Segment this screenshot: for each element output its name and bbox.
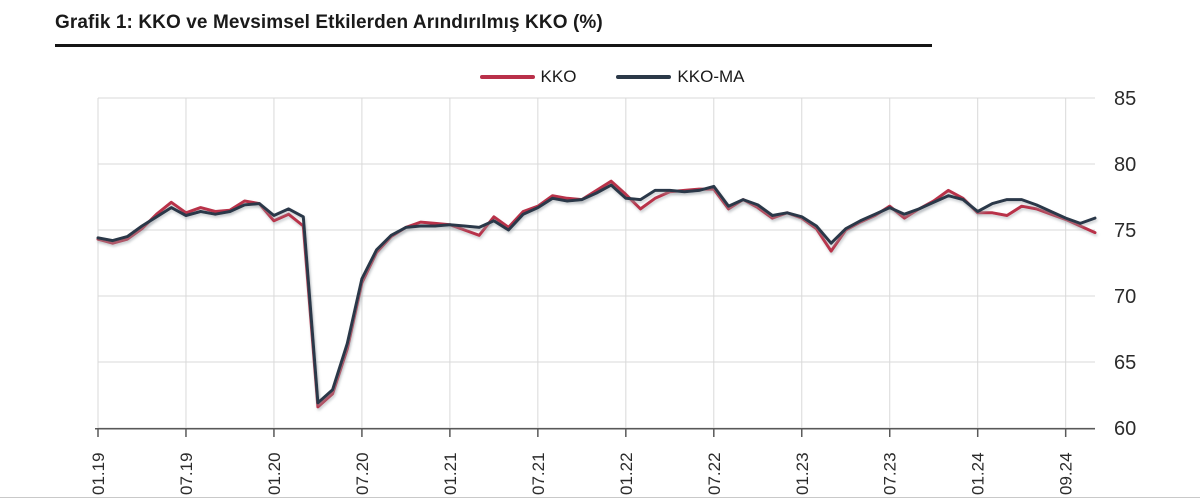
legend-label: KKO-MA bbox=[677, 67, 745, 86]
x-tick-label: 01.20 bbox=[265, 452, 284, 495]
x-tick-label: 09.24 bbox=[1057, 452, 1076, 495]
x-tick-label: 01.22 bbox=[617, 452, 636, 495]
y-tick-label: 65 bbox=[1114, 352, 1136, 374]
y-tick-label: 75 bbox=[1114, 220, 1136, 242]
x-tick-label: 01.24 bbox=[969, 452, 988, 495]
legend-item-kko-ma: KKO-MA bbox=[616, 67, 744, 87]
x-tick-label: 01.21 bbox=[441, 452, 460, 495]
kko-ma-legend-swatch bbox=[616, 75, 672, 79]
y-tick-label: 70 bbox=[1114, 286, 1136, 308]
x-tick-label: 07.22 bbox=[705, 452, 724, 495]
kko-line bbox=[96, 179, 1097, 409]
x-tick-label: 07.19 bbox=[177, 452, 196, 495]
kko-legend-swatch bbox=[479, 75, 535, 79]
page-title: Grafik 1: KKO ve Mevsimsel Etkilerden Ar… bbox=[55, 12, 603, 33]
x-tick-label: 07.20 bbox=[353, 452, 372, 495]
kko-ma-line bbox=[96, 183, 1097, 405]
title-underline bbox=[55, 44, 932, 47]
x-tick-label: 07.21 bbox=[529, 452, 548, 495]
x-tick-label: 01.23 bbox=[793, 452, 812, 495]
legend-label: KKO bbox=[540, 67, 577, 86]
x-tick-label: 07.23 bbox=[881, 452, 900, 495]
legend-item-kko: KKO bbox=[479, 67, 577, 87]
chart-legend: KKO KKO-MA bbox=[12, 64, 1200, 90]
page-bottom-divider bbox=[0, 497, 1200, 498]
y-tick-label: 85 bbox=[1114, 88, 1136, 110]
x-tick-label: 01.19 bbox=[89, 452, 108, 495]
y-tick-label: 60 bbox=[1114, 418, 1136, 440]
y-tick-label: 80 bbox=[1114, 154, 1136, 176]
